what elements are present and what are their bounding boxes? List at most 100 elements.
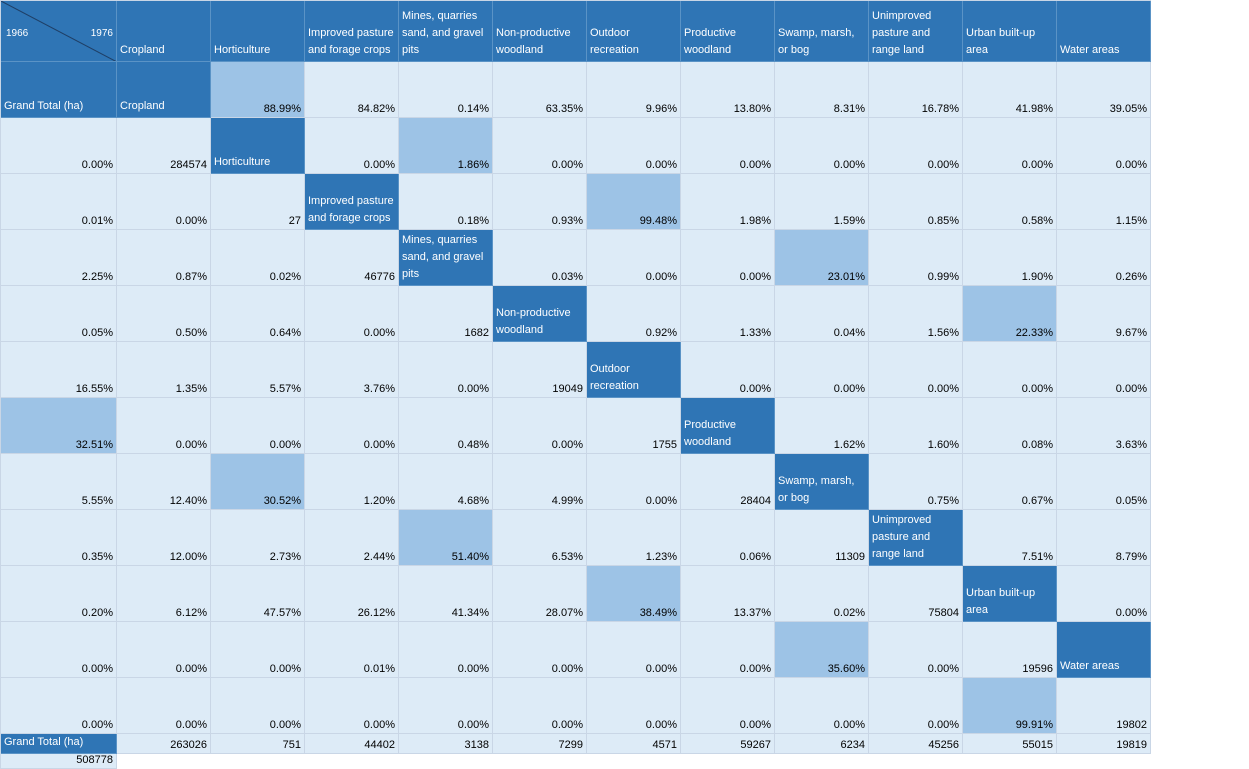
value-cell: 0.26% — [1057, 230, 1151, 286]
value-cell: 5.55% — [1, 454, 117, 510]
value-cell: 0.99% — [869, 230, 963, 286]
transition-matrix-table: 1966 1976 Cropland Horticulture Improved pas… — [0, 0, 1151, 769]
column-header-label: Non-productive woodland — [496, 27, 571, 56]
value-cell: 4.99% — [493, 454, 587, 510]
column-header: Swamp, marsh, or bog — [775, 1, 869, 62]
total-cell: 19819 — [1057, 734, 1151, 754]
value-cell: 0.00% — [775, 678, 869, 734]
row-header-label: Outdoor recreation — [590, 363, 639, 392]
value-cell: 12.40% — [117, 454, 211, 510]
value-cell: 0.35% — [1, 510, 117, 566]
row-header: Swamp, marsh, or bog — [775, 454, 869, 510]
value-cell: 0.64% — [211, 286, 305, 342]
value-cell: 0.00% — [211, 398, 305, 454]
value-cell: 0.85% — [869, 174, 963, 230]
value-cell: 0.48% — [399, 398, 493, 454]
value-cell: 0.00% — [587, 678, 681, 734]
value-cell: 1.35% — [117, 342, 211, 398]
value-cell: 16.78% — [869, 62, 963, 118]
column-header: Grand Total (ha) — [1, 62, 117, 118]
row-header-label: Productive woodland — [684, 419, 736, 448]
total-cell: 6234 — [775, 734, 869, 754]
value-cell: 28.07% — [493, 566, 587, 622]
total-cell: 284574 — [117, 118, 211, 174]
value-cell: 41.34% — [399, 566, 493, 622]
total-cell: 75804 — [869, 566, 963, 622]
value-cell: 0.01% — [1, 174, 117, 230]
value-cell: 0.00% — [869, 118, 963, 174]
value-cell: 1.86% — [399, 118, 493, 174]
value-cell: 99.91% — [963, 678, 1057, 734]
value-cell: 0.00% — [1, 678, 117, 734]
diagonal-divider — [1, 1, 116, 61]
value-cell: 0.75% — [869, 454, 963, 510]
value-cell: 1.62% — [775, 398, 869, 454]
value-cell: 0.92% — [587, 286, 681, 342]
value-cell: 9.96% — [587, 62, 681, 118]
value-cell: 0.00% — [305, 678, 399, 734]
value-cell: 26.12% — [305, 566, 399, 622]
value-cell: 0.00% — [963, 118, 1057, 174]
value-cell: 5.57% — [211, 342, 305, 398]
total-cell: 28404 — [681, 454, 775, 510]
value-cell: 0.08% — [963, 398, 1057, 454]
total-cell: 4571 — [587, 734, 681, 754]
value-cell: 0.87% — [117, 230, 211, 286]
column-header: Unimproved pasture and range land — [869, 1, 963, 62]
value-cell: 0.00% — [1, 622, 117, 678]
value-cell: 0.58% — [963, 174, 1057, 230]
value-cell: 8.31% — [775, 62, 869, 118]
value-cell: 1.20% — [305, 454, 399, 510]
value-cell: 23.01% — [775, 230, 869, 286]
total-cell: 19049 — [493, 342, 587, 398]
value-cell: 0.00% — [117, 174, 211, 230]
value-cell: 1.23% — [587, 510, 681, 566]
value-cell: 0.67% — [963, 454, 1057, 510]
value-cell: 0.00% — [1, 118, 117, 174]
value-cell: 0.00% — [869, 678, 963, 734]
value-cell: 0.00% — [493, 678, 587, 734]
column-header: Cropland — [117, 1, 211, 62]
row-header-label: Swamp, marsh, or bog — [778, 475, 855, 504]
value-cell: 6.53% — [493, 510, 587, 566]
column-header-label: Water areas — [1060, 44, 1120, 56]
corner-header: 1966 1976 — [1, 1, 117, 62]
value-cell: 0.93% — [493, 174, 587, 230]
row-header: Productive woodland — [681, 398, 775, 454]
row-header-label: Horticulture — [214, 156, 271, 168]
value-cell: 0.00% — [305, 118, 399, 174]
value-cell: 6.12% — [117, 566, 211, 622]
column-header-label: Unimproved pasture and range land — [872, 10, 932, 56]
value-cell: 0.00% — [493, 622, 587, 678]
column-header-label: Horticulture — [214, 44, 271, 56]
value-cell: 0.00% — [493, 398, 587, 454]
value-cell: 0.50% — [117, 286, 211, 342]
value-cell: 0.00% — [681, 678, 775, 734]
value-cell: 39.05% — [1057, 62, 1151, 118]
value-cell: 0.00% — [117, 678, 211, 734]
total-cell: 3138 — [399, 734, 493, 754]
row-header: Grand Total (ha) — [1, 734, 117, 754]
value-cell: 1.33% — [681, 286, 775, 342]
row-header: Water areas — [1057, 622, 1151, 678]
column-header: Urban built-up area — [963, 1, 1057, 62]
column-header-label: Grand Total (ha) — [4, 100, 84, 112]
value-cell: 1.60% — [869, 398, 963, 454]
row-header-label: Cropland — [120, 100, 165, 112]
row-header: Horticulture — [211, 118, 305, 174]
value-cell: 1.56% — [869, 286, 963, 342]
total-cell: 19596 — [963, 622, 1057, 678]
row-header-label: Grand Total (ha) — [4, 736, 84, 748]
row-header-label: Improved pasture and forage crops — [308, 195, 394, 224]
total-cell: 508778 — [1, 754, 117, 769]
total-cell: 55015 — [963, 734, 1057, 754]
value-cell: 0.00% — [681, 230, 775, 286]
row-header-label: Non-productive woodland — [496, 307, 571, 336]
column-header-label: Outdoor recreation — [590, 27, 639, 56]
row-header: Non-productive woodland — [493, 286, 587, 342]
value-cell: 0.18% — [399, 174, 493, 230]
value-cell: 8.79% — [1057, 510, 1151, 566]
total-cell: 44402 — [305, 734, 399, 754]
value-cell: 0.00% — [587, 230, 681, 286]
value-cell: 1.59% — [775, 174, 869, 230]
